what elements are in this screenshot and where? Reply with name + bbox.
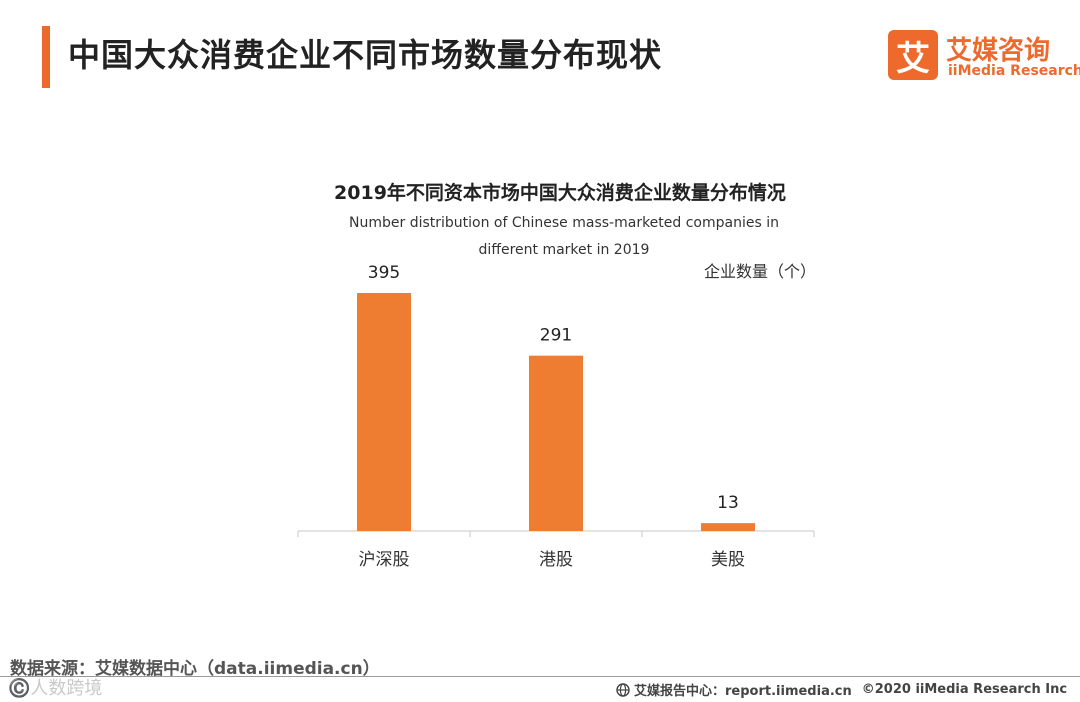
- bar-3: [701, 523, 755, 531]
- data-label-2: 291: [540, 326, 572, 346]
- logo-english-name: iiMedia Research: [948, 63, 1080, 79]
- chart-subtitle-line-1: Number distribution of Chinese mass-mark…: [349, 215, 779, 231]
- logo-chinese-name: 艾媒咨询: [946, 36, 1051, 66]
- logo-mark-icon: 艾: [888, 30, 938, 80]
- report-center-link[interactable]: 艾媒报告中心：report.iimedia.cn: [634, 684, 852, 699]
- data-label-1: 395: [368, 263, 400, 283]
- data-source: 数据来源：艾媒数据中心（data.iimedia.cn）: [10, 659, 380, 679]
- globe-icon: [616, 682, 630, 697]
- data-label-3: 13: [717, 493, 739, 513]
- x-tick-label-1: 沪深股: [359, 550, 410, 570]
- chart-title: 2019年不同资本市场中国大众消费企业数量分布情况: [334, 182, 786, 204]
- footer: 艾媒报告中心：report.iimedia.cn ©2020 iiMedia R…: [616, 680, 1067, 699]
- x-tick-label-3: 美股: [711, 550, 745, 570]
- y-unit-label: 企业数量（个）: [704, 262, 817, 281]
- watermark: ©️人数跨境: [8, 678, 103, 699]
- page-title: 中国大众消费企业不同市场数量分布现状: [68, 36, 663, 74]
- title-accent-bar: [42, 26, 50, 88]
- bar-2: [529, 355, 583, 531]
- chart-subtitle: Number distribution of Chinese mass-mark…: [320, 210, 808, 264]
- copyright: ©2020 iiMedia Research Inc: [861, 682, 1068, 697]
- iimedia-logo: 艾 艾媒咨询 iiMedia Research: [888, 30, 1080, 84]
- chart-subtitle-line-2: different market in 2019: [478, 242, 650, 258]
- footer-divider: [0, 676, 1080, 677]
- bar-1: [357, 293, 411, 531]
- x-tick-label-2: 港股: [539, 550, 573, 570]
